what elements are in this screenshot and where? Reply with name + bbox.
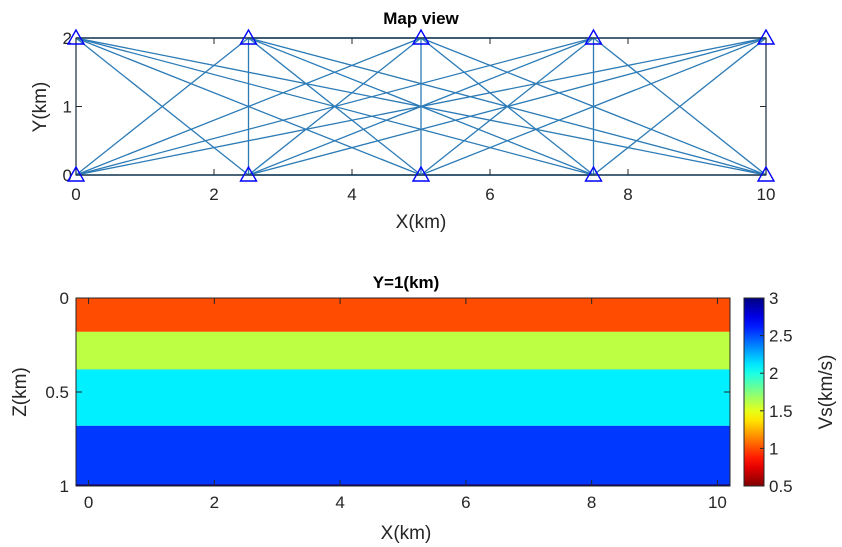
x-tick-label: 0 [71,185,80,204]
x-tick-label: 10 [757,185,776,204]
colorbar-gradient [743,297,765,487]
x-tick-label: 6 [461,493,470,512]
velocity-layer [76,484,730,486]
map-view-ylabel: Y(km) [30,82,51,133]
colorbar-ticks: 0.5 1 1.5 2 2.5 3 [760,289,793,496]
section-xlabel: X(km) [381,523,432,544]
stations [66,28,776,182]
colorbar-tick-label: 2 [769,364,778,383]
x-tick-label: 0 [84,493,93,512]
colorbar-tick-label: 1.5 [769,402,793,421]
station-marker [584,165,603,182]
map-view-xlabel: X(km) [396,212,447,233]
ray-paths [75,37,767,176]
ray-path [248,37,767,176]
station-marker [411,28,431,45]
velocity-layer [76,425,730,485]
station-marker [66,28,86,45]
colorbar-tick-label: 2.5 [769,327,793,346]
y-tick-label: 0 [60,289,69,308]
colorbar-tick-label: 1 [769,439,778,458]
x-tick-label: 8 [623,185,632,204]
y-tick-label: 1 [63,98,72,117]
station-marker [756,28,776,45]
x-tick-label: 6 [485,185,494,204]
y-tick-label: 2 [63,29,72,48]
station-marker [584,28,603,45]
x-tick-label: 4 [347,185,356,204]
colorbar-label: Vs(km/s) [816,355,837,430]
section-ticks: 0 2 4 6 8 10 0 0.5 1 [45,289,730,512]
section-plot: Y=1(km) 0 2 4 6 8 10 0 0.5 1 X(km) Z(km) 0.5 1 1.5… [10,273,837,544]
x-tick-label: 2 [210,493,219,512]
ray-path [593,37,767,176]
map-view-title: Map view [383,9,459,28]
x-tick-label: 10 [708,493,727,512]
y-tick-label: 1 [60,477,69,496]
section-ylabel: Z(km) [10,367,31,417]
station-marker [411,165,431,182]
ray-path [75,37,249,176]
station-marker [66,165,86,182]
station-marker [239,28,258,45]
velocity-layer [76,331,730,370]
ray-path [75,37,422,176]
station-marker [239,165,258,182]
section-title: Y=1(km) [373,273,440,292]
y-tick-label: 0 [63,166,72,185]
ray-path [420,37,767,176]
ray-path [75,37,767,176]
y-tick-label: 0.5 [45,383,69,402]
x-tick-label: 4 [335,493,344,512]
ray-path [75,37,594,176]
velocity-layer [76,298,730,332]
colorbar: 0.5 1 1.5 2 2.5 3 Vs(km/s) [743,289,837,496]
colorbar-tick-label: 0.5 [769,477,793,496]
map-view-plot: Map view 0 2 4 6 8 10 0 1 2 X(km) Y(km) [30,9,775,233]
velocity-layers [76,298,730,486]
station-marker [756,165,776,182]
x-tick-label: 8 [587,493,596,512]
map-view-ticks: 0 2 4 6 8 10 0 1 2 [63,29,776,204]
colorbar-tick-label: 3 [769,289,778,308]
velocity-layer [76,369,730,426]
x-tick-label: 2 [209,185,218,204]
